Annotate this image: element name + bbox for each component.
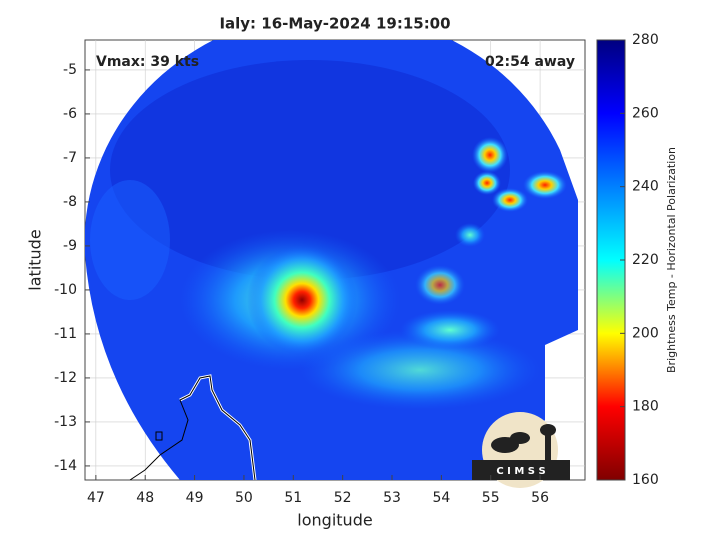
swath xyxy=(85,40,578,480)
x-tick-label: 56 xyxy=(531,490,549,506)
y-tick-label: -6 xyxy=(63,106,77,122)
x-tick-label: 52 xyxy=(334,490,352,506)
y-tick-label: -8 xyxy=(63,194,77,210)
annotation: 02:54 away xyxy=(485,54,575,70)
colorbar-tick-label: 200 xyxy=(632,325,659,341)
y-tick-label: -11 xyxy=(54,326,77,342)
coastline xyxy=(129,374,257,480)
colorbar-label: Brightness Temp - Horizontal Polarizatio… xyxy=(665,147,678,373)
x-tick-label: 49 xyxy=(186,490,204,506)
x-tick-label: 51 xyxy=(284,490,302,506)
y-tick-label: -7 xyxy=(63,150,77,166)
colorbar-tick-label: 260 xyxy=(632,105,659,121)
y-tick-label: -10 xyxy=(54,282,77,298)
y-tick-label: -12 xyxy=(54,370,77,386)
x-tick-label: 53 xyxy=(383,490,401,506)
x-axis-label: longitude xyxy=(297,511,372,530)
y-tick-label: -5 xyxy=(63,62,77,78)
colorbar-tick-label: 160 xyxy=(632,472,659,488)
y-tick-label: -9 xyxy=(63,238,77,254)
colorbar-tick-label: 220 xyxy=(632,252,659,268)
x-tick-label: 55 xyxy=(482,490,500,506)
y-tick-label: -13 xyxy=(54,414,77,430)
y-tick-label: -14 xyxy=(54,458,77,474)
colorbar-tick-label: 280 xyxy=(632,32,659,48)
x-tick-label: 54 xyxy=(432,490,450,506)
x-tick-label: 48 xyxy=(136,490,154,506)
colorbar-tick-label: 180 xyxy=(632,399,659,415)
y-axis-label: latitude xyxy=(26,229,45,290)
logo-text: C I M S S xyxy=(496,466,545,477)
x-tick-label: 50 xyxy=(235,490,253,506)
colorbar-tick-label: 240 xyxy=(632,179,659,195)
cimss-logo: C I M S S xyxy=(472,412,570,488)
annotation: Vmax: 39 kts xyxy=(96,54,199,70)
x-tick-label: 47 xyxy=(87,490,105,506)
chart-title: Ialy: 16-May-2024 19:15:00 xyxy=(219,15,450,33)
